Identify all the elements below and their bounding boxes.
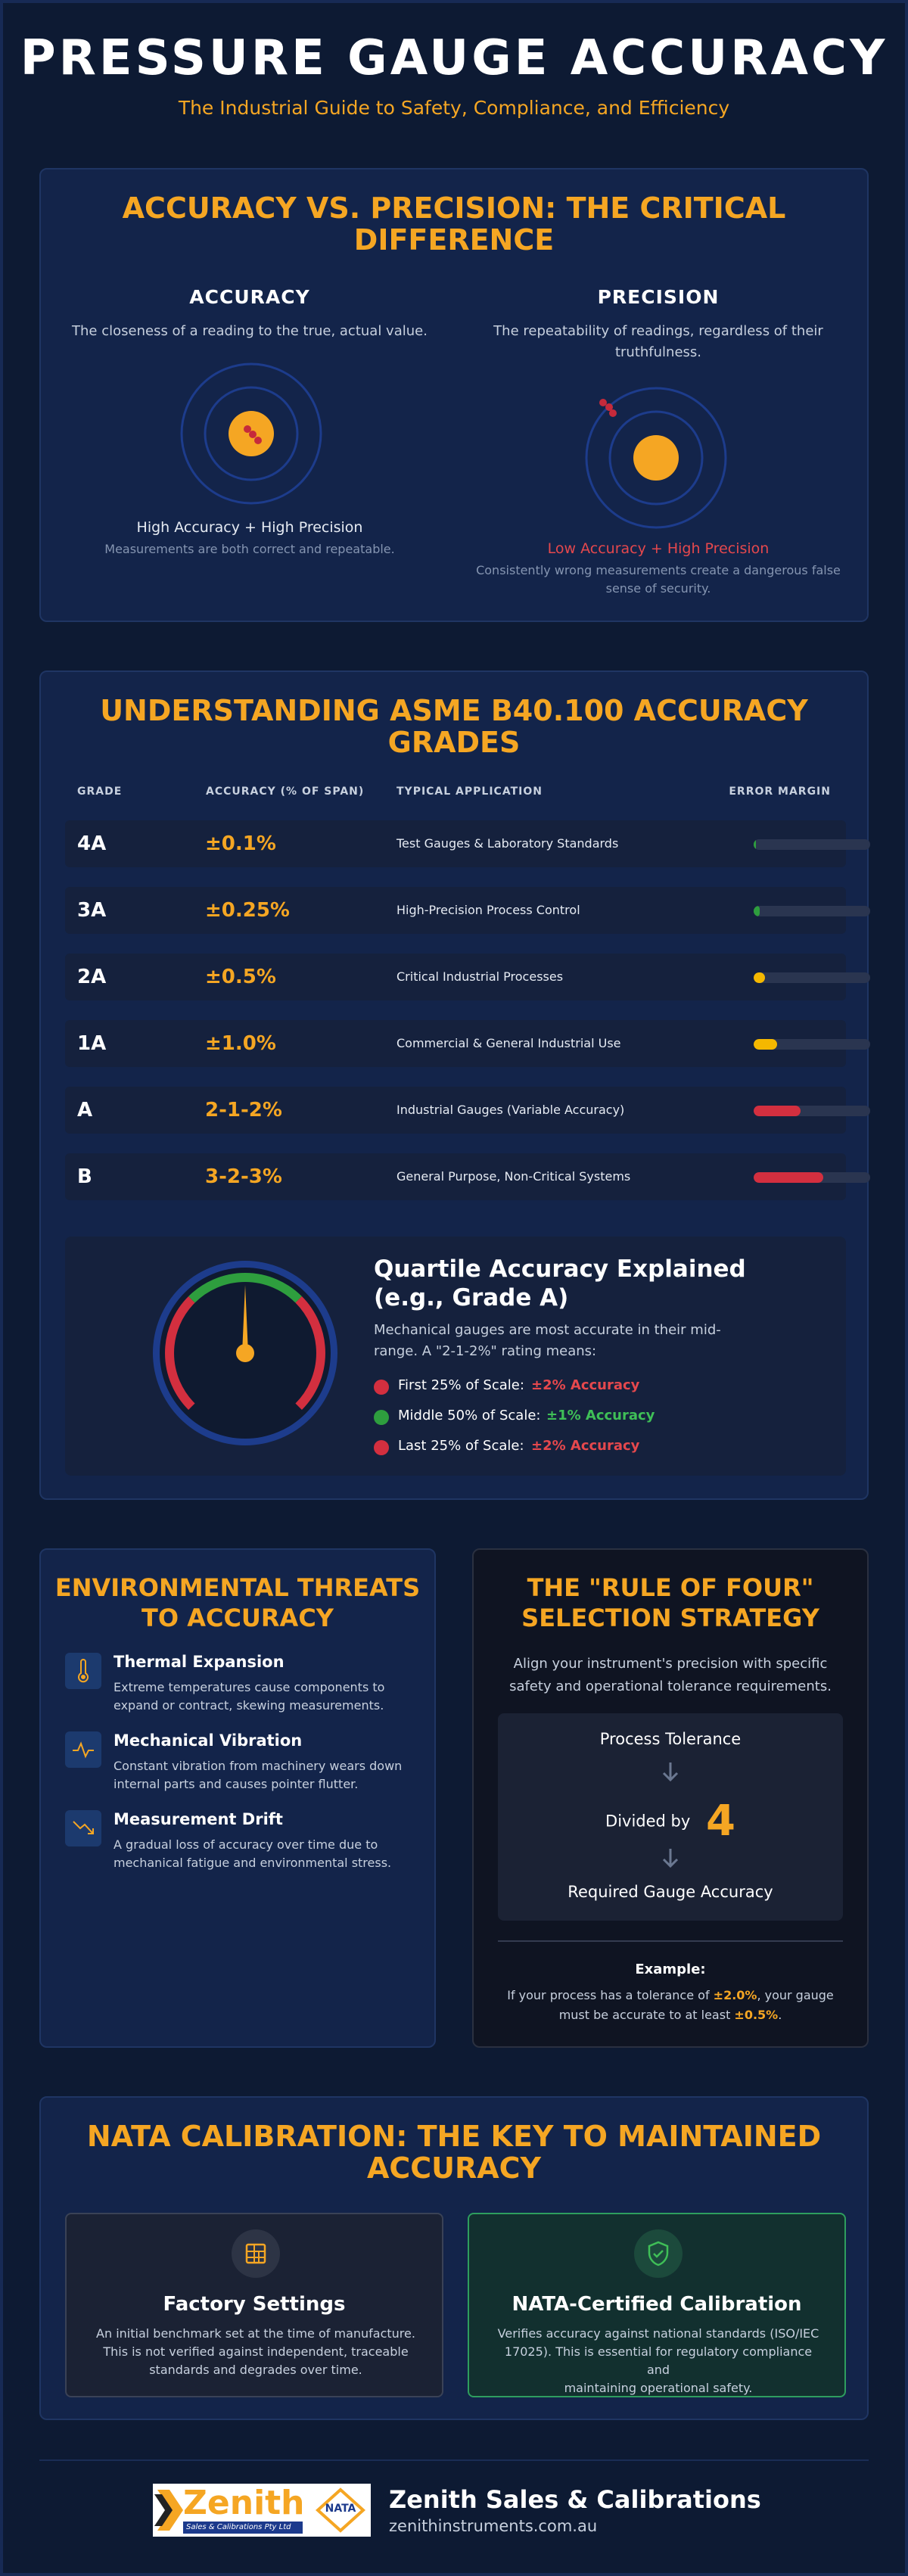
page-subtitle: The Industrial Guide to Safety, Complian… — [178, 97, 730, 119]
accuracy-cell: 2-1-2% — [205, 1099, 282, 1122]
grade-cell: 1A — [77, 1032, 107, 1055]
grade-cell: 3A — [77, 899, 107, 922]
quartile-item: Last 25% of Scale: ±2% Accuracy — [374, 1438, 798, 1456]
grade-cell: 4A — [77, 832, 107, 855]
status-dot — [374, 1410, 389, 1425]
application-cell: General Purpose, Non-Critical Systems — [396, 1169, 631, 1184]
section-title: ENVIRONMENTAL THREATS TO ACCURACY — [54, 1573, 421, 1632]
example-text: If your process has a tolerance of ±2.0%… — [507, 1988, 834, 2022]
section-title: THE "RULE OF FOUR" SELECTION STRATEGY — [521, 1573, 819, 1632]
error-margin-fill — [754, 972, 766, 983]
arrow-down-icon — [498, 1760, 843, 1786]
error-margin-fill — [754, 1106, 801, 1116]
accuracy-target-icon — [180, 362, 322, 505]
application-cell: Critical Industrial Processes — [396, 969, 564, 984]
error-margin-fill — [754, 1039, 777, 1050]
formula-top: Process Tolerance — [599, 1730, 742, 1748]
precision-note: Consistently wrong measurements create a… — [476, 563, 841, 596]
error-margin-fill — [754, 839, 757, 850]
error-margin-bar — [754, 1172, 870, 1183]
company-name: Zenith Sales & Calibrations — [389, 2485, 761, 2514]
table-row: B 3-2-3% General Purpose, Non-Critical Sys… — [65, 1153, 870, 1200]
pulse-icon — [65, 1731, 101, 1768]
column-header-grade: GRADE — [77, 786, 123, 798]
accuracy-heading: ACCURACY — [189, 286, 310, 308]
trending-down-icon — [65, 1810, 101, 1846]
divider — [498, 1940, 843, 1942]
accuracy-description: The closeness of a reading to the true, … — [72, 323, 428, 339]
error-margin-fill — [754, 906, 760, 916]
quartile-panel: Quartile Accuracy Explained (e.g., Grade… — [65, 1237, 846, 1476]
accuracy-cell: ±1.0% — [205, 1032, 276, 1055]
nata-certified-card: NATA-Certified Calibration Verifies accu… — [468, 2213, 846, 2397]
formula-bottom: Required Gauge Accuracy — [568, 1883, 773, 1901]
column-header-error-margin: ERROR MARGIN — [729, 786, 831, 798]
quartile-gauge-icon — [153, 1261, 337, 1445]
accuracy-cell: ±0.25% — [205, 899, 290, 922]
status-dot — [374, 1440, 389, 1455]
company-url[interactable]: zenithinstruments.com.au — [389, 2517, 598, 2535]
shield-check-icon — [634, 2229, 683, 2278]
accuracy-note: Measurements are both correct and repeat… — [104, 542, 395, 556]
error-margin-bar — [754, 1039, 870, 1050]
quartile-description: Mechanical gauges are most accurate in t… — [374, 1322, 721, 1359]
nata-card: NATA CALIBRATION: THE KEY TO MAINTAINED … — [39, 2096, 869, 2420]
precision-target-icon — [585, 387, 727, 529]
factory-icon — [232, 2229, 280, 2278]
example-title: Example: — [635, 1962, 706, 1977]
status-dot — [374, 1380, 389, 1395]
application-cell: Industrial Gauges (Variable Accuracy) — [396, 1103, 625, 1117]
section-title: UNDERSTANDING ASME B40.100 ACCURACY GRAD… — [100, 694, 808, 759]
quartile-title: Quartile Accuracy Explained (e.g., Grade… — [374, 1255, 746, 1311]
precision-caption: Low Accuracy + High Precision — [547, 540, 770, 557]
factory-settings-card: Factory Settings An initial benchmark se… — [65, 2213, 443, 2397]
precision-description: The repeatability of readings, regardles… — [493, 323, 823, 360]
application-cell: Test Gauges & Laboratory Standards — [396, 836, 619, 851]
column-header-accuracy: ACCURACY (% OF SPAN) — [206, 786, 365, 798]
quartile-item: Middle 50% of Scale: ±1% Accuracy — [374, 1408, 798, 1426]
rule-of-four-card: THE "RULE OF FOUR" SELECTION STRATEGY Al… — [472, 1548, 869, 2048]
column-header-application: TYPICAL APPLICATION — [396, 786, 543, 798]
table-row: 1A ±1.0% Commercial & General Industrial U… — [65, 1020, 870, 1067]
error-margin-bar — [754, 906, 870, 916]
error-margin-bar — [754, 839, 870, 850]
error-margin-bar — [754, 1106, 870, 1116]
thermometer-icon — [65, 1653, 101, 1689]
table-row: 4A ±0.1% Test Gauges & Laboratory Standard… — [65, 820, 870, 867]
table-row: A 2-1-2% Industrial Gauges (Variable Accur… — [65, 1087, 870, 1134]
error-margin-fill — [754, 1172, 824, 1183]
accuracy-caption: High Accuracy + High Precision — [136, 519, 363, 536]
formula-middle: Divided by 4 — [605, 1797, 735, 1846]
accuracy-cell: ±0.1% — [205, 832, 276, 855]
grade-cell: 2A — [77, 966, 107, 988]
table-row: 2A ±0.5% Critical Industrial Processes — [65, 954, 870, 1000]
threats-card: ENVIRONMENTAL THREATS TO ACCURACY Therma… — [39, 1548, 436, 2048]
table-row: 3A ±0.25% High-Precision Process Control — [65, 887, 870, 934]
precision-heading: PRECISION — [597, 286, 720, 308]
error-margin-bar — [754, 972, 870, 983]
accuracy-cell: ±0.5% — [205, 966, 276, 988]
arrow-down-icon — [498, 1846, 843, 1872]
section-title: NATA CALIBRATION: THE KEY TO MAINTAINED … — [86, 2120, 822, 2185]
rule-description: Align your instrument's precision with s… — [509, 1656, 832, 1694]
accuracy-precision-card: ACCURACY VS. PRECISION: THE CRITICAL DIF… — [39, 168, 869, 622]
company-logo: Zenith Sales & Calibrations Pty Ltd NATA — [153, 2484, 371, 2537]
application-cell: Commercial & General Industrial Use — [396, 1036, 621, 1050]
quartile-item: First 25% of Scale: ±2% Accuracy — [374, 1377, 798, 1395]
grades-card: UNDERSTANDING ASME B40.100 ACCURACY GRAD… — [39, 670, 870, 1500]
application-cell: High-Precision Process Control — [396, 903, 580, 917]
section-title: ACCURACY VS. PRECISION: THE CRITICAL DIF… — [122, 191, 786, 257]
footer-divider — [39, 2459, 869, 2461]
page-title: PRESSURE GAUGE ACCURACY — [20, 30, 888, 86]
grade-cell: B — [77, 1165, 92, 1188]
grade-cell: A — [77, 1099, 93, 1122]
accuracy-cell: 3-2-3% — [205, 1165, 282, 1188]
rule-formula-box: Process Tolerance Divided by 4 Required … — [498, 1713, 843, 1921]
